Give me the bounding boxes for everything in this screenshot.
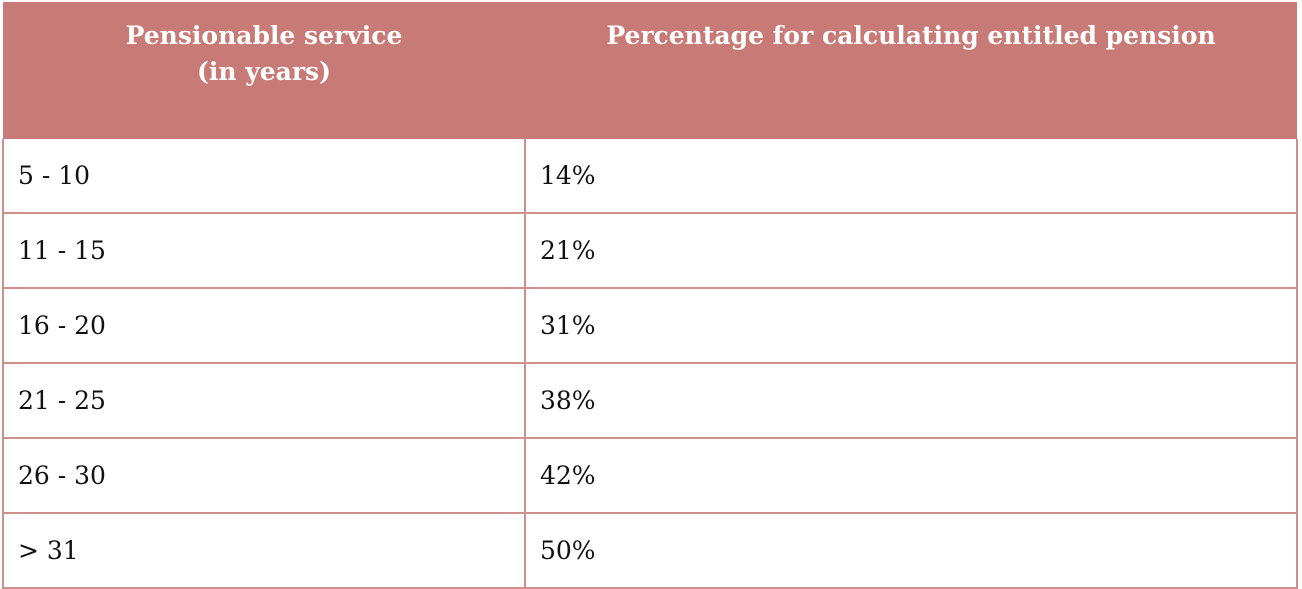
header-percentage-label: Percentage for calculating entitled pens… (606, 21, 1216, 50)
table-row: > 31 50% (2, 512, 1298, 589)
service-cell: 5 - 10 (2, 139, 526, 214)
table-row: 11 - 15 21% (2, 212, 1298, 289)
percentage-cell: 31% (524, 287, 1298, 364)
service-cell: 16 - 20 (2, 287, 526, 364)
service-cell: > 31 (2, 512, 526, 589)
service-cell: 21 - 25 (2, 362, 526, 439)
table-row: 21 - 25 38% (2, 362, 1298, 439)
percentage-cell: 38% (524, 362, 1298, 439)
percentage-cell: 42% (524, 437, 1298, 514)
service-cell: 26 - 30 (2, 437, 526, 514)
header-pensionable-service-line2: (in years) (197, 57, 331, 86)
percentage-cell: 14% (524, 139, 1298, 214)
header-pensionable-service-line1: Pensionable service (125, 21, 403, 50)
table-row: 26 - 30 42% (2, 437, 1298, 514)
percentage-cell: 21% (524, 212, 1298, 289)
table-header-row: Pensionable service (in years) Percentag… (3, 2, 1297, 139)
header-pensionable-service: Pensionable service (in years) (3, 2, 525, 139)
percentage-cell: 50% (524, 512, 1298, 589)
table-row: 16 - 20 31% (2, 287, 1298, 364)
service-cell: 11 - 15 (2, 212, 526, 289)
table-row: 5 - 10 14% (2, 139, 1298, 214)
header-percentage: Percentage for calculating entitled pens… (525, 2, 1297, 139)
